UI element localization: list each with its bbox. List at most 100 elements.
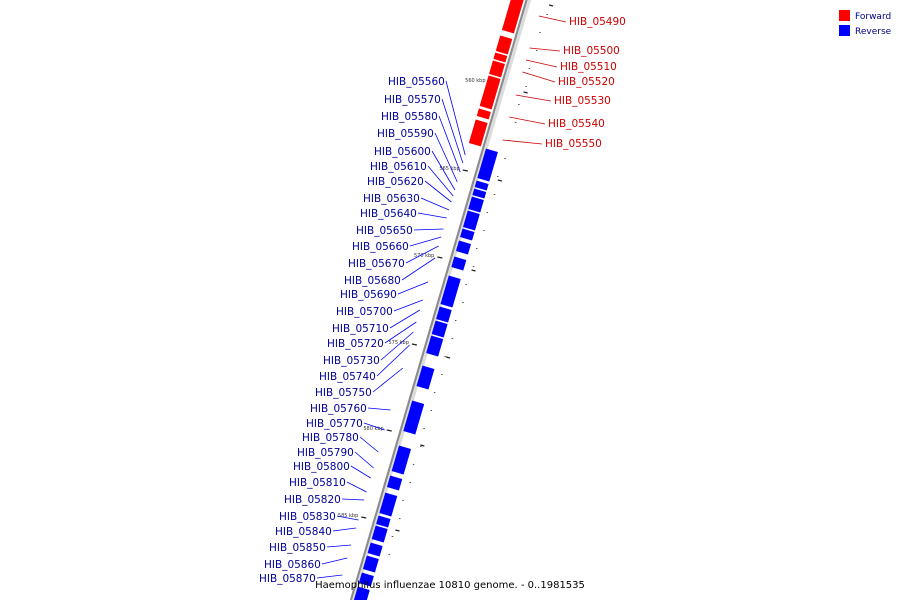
kbp-tick-label: 585 kbp — [338, 513, 358, 519]
gene-label-hib_05630: HIB_05630 — [363, 193, 420, 205]
reverse-gene-block-9[interactable] — [440, 275, 461, 308]
scale-dot — [451, 338, 454, 339]
reverse-gene-block-11[interactable] — [431, 320, 448, 338]
gene-label-hib_05490: HIB_05490 — [569, 16, 626, 28]
gene-label-hib_05760: HIB_05760 — [310, 403, 367, 415]
reverse-gene-block-21[interactable] — [362, 555, 379, 573]
reverse-gene-block-13[interactable] — [416, 365, 435, 390]
gene-label-leader — [427, 165, 454, 197]
gene-label-leader — [336, 515, 359, 521]
forward-gene-hib_05490[interactable] — [501, 0, 525, 34]
gene-label-hib_05740: HIB_05740 — [319, 371, 376, 383]
forward-gene-hib_05510[interactable] — [493, 52, 508, 63]
gene-label-leader — [509, 116, 546, 125]
gene-label-hib_05520: HIB_05520 — [558, 76, 615, 88]
gene-label-hib_05500: HIB_05500 — [563, 45, 620, 57]
gene-label-leader — [363, 422, 385, 431]
kbp-tick-label: 575 kbp — [389, 340, 409, 346]
reverse-gene-block-3[interactable] — [472, 188, 487, 199]
gene-label-leader — [326, 544, 352, 548]
gene-label-leader — [316, 574, 343, 579]
reverse-gene-block-19[interactable] — [371, 525, 388, 543]
scale-dot — [430, 410, 433, 411]
forward-gene-hib_05540[interactable] — [476, 108, 491, 120]
gene-label-leader — [401, 257, 436, 281]
forward-gene-hib_05520[interactable] — [489, 60, 505, 78]
gene-label-leader — [434, 132, 458, 183]
kbp-tick-mark — [386, 429, 392, 432]
gene-label-leader — [525, 59, 558, 68]
gene-label-hib_05600: HIB_05600 — [374, 146, 431, 158]
gene-label-leader — [420, 197, 450, 211]
gene-label-leader — [424, 180, 452, 203]
gene-label-hib_05580: HIB_05580 — [381, 111, 438, 123]
gene-label-hib_05810: HIB_05810 — [289, 477, 346, 489]
gene-label-leader — [376, 344, 410, 377]
scale-major-tick — [471, 269, 476, 272]
reverse-gene-block-18[interactable] — [376, 515, 391, 528]
scale-major-tick — [497, 179, 503, 182]
reverse-gene-block-22[interactable] — [358, 572, 374, 587]
kbp-tick-label: 570 kbp — [414, 253, 434, 259]
gene-label-hib_05590: HIB_05590 — [377, 128, 434, 140]
reverse-gene-block-14[interactable] — [403, 400, 425, 435]
scale-major-tick — [523, 91, 528, 94]
legend-label-reverse: Reverse — [855, 27, 892, 37]
gene-label-leader — [346, 481, 367, 493]
gene-label-hib_05830: HIB_05830 — [279, 511, 336, 523]
scale-dot — [518, 104, 520, 105]
gene-label-hib_05640: HIB_05640 — [360, 208, 417, 220]
scale-dot — [472, 266, 475, 267]
gene-label-hib_05820: HIB_05820 — [284, 494, 341, 506]
forward-gene-hib_05550[interactable] — [468, 119, 488, 147]
gene-label-leader — [522, 71, 556, 83]
reverse-gene-block-12[interactable] — [426, 335, 444, 357]
gene-label-hib_05550: HIB_05550 — [545, 138, 602, 150]
scale-dot — [402, 500, 404, 501]
reverse-gene-block-8[interactable] — [451, 256, 467, 271]
scale-dot — [486, 212, 489, 213]
gene-label-leader — [384, 321, 417, 344]
reverse-gene-block-16[interactable] — [386, 475, 403, 491]
backbone-line — [349, 0, 528, 600]
kbp-tick-label: 560 kbp — [465, 78, 485, 84]
gene-label-leader — [380, 331, 414, 361]
gene-label-leader — [367, 407, 391, 411]
reverse-gene-block-4[interactable] — [468, 196, 484, 213]
forward-gene-hib_05530[interactable] — [479, 75, 501, 110]
scale-major-tick — [420, 444, 425, 447]
reverse-gene-block-2[interactable] — [474, 180, 489, 191]
reverse-gene-block-20[interactable] — [367, 542, 383, 557]
scale-major-tick — [395, 529, 400, 532]
gene-label-leader — [417, 212, 447, 219]
scale-dot — [423, 428, 425, 429]
gene-label-hib_05730: HIB_05730 — [323, 355, 380, 367]
reverse-gene-block-23[interactable] — [353, 586, 370, 600]
scale-major-tick — [548, 4, 554, 7]
genome-caption: Haemophilus influenzae 10810 genome. - 0… — [315, 580, 585, 591]
scale-dot — [420, 446, 422, 447]
gene-label-leader — [409, 236, 442, 247]
gene-label-leader — [359, 436, 379, 453]
gene-label-hib_05790: HIB_05790 — [297, 447, 354, 459]
gene-label-hib_05650: HIB_05650 — [356, 225, 413, 237]
forward-gene-hib_05500[interactable] — [495, 35, 513, 55]
gene-label-hib_05570: HIB_05570 — [384, 94, 441, 106]
reverse-gene-block-15[interactable] — [391, 445, 412, 475]
scale-dot — [539, 32, 541, 33]
gene-label-hib_05620: HIB_05620 — [367, 176, 424, 188]
scale-dot — [462, 302, 464, 303]
reverse-gene-block-6[interactable] — [460, 228, 475, 241]
reverse-gene-block-17[interactable] — [379, 492, 398, 517]
scale-dot — [535, 50, 538, 51]
legend-label-forward: Forward — [855, 12, 891, 22]
gene-label-hib_05610: HIB_05610 — [370, 161, 427, 173]
gene-label-hib_05840: HIB_05840 — [275, 526, 332, 538]
reverse-gene-block-5[interactable] — [462, 210, 480, 231]
scale-dot — [483, 230, 485, 231]
reverse-gene-block-1[interactable] — [477, 148, 498, 182]
reverse-gene-block-10[interactable] — [436, 306, 452, 323]
gene-label-hib_05710: HIB_05710 — [332, 323, 389, 335]
reverse-gene-block-7[interactable] — [455, 240, 472, 255]
